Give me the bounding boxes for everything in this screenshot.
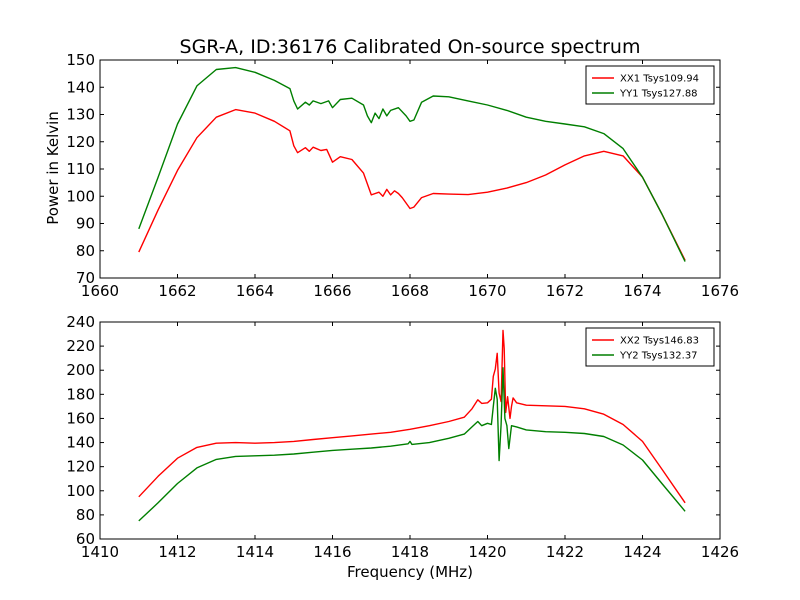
x-tick-label: 1666 [313, 282, 351, 300]
y-tick-label: 100 [66, 482, 95, 500]
x-tick-label: 1668 [391, 282, 429, 300]
x-tick-label: 1424 [623, 543, 661, 561]
y-tick-label: 80 [76, 506, 95, 524]
y-tick-label: 240 [66, 313, 95, 331]
y-tick-label: 150 [66, 51, 95, 69]
x-tick-label: 1664 [236, 282, 274, 300]
series-line-1 [138, 66, 686, 262]
series-line-0 [138, 108, 686, 261]
legend-label: YY2 Tsys132.37 [619, 351, 698, 362]
top-panel: 1660 1662 1664 1666 1668 1670 1672 1674 1676 70 80… [66, 51, 739, 300]
x-tick-label: 1416 [313, 543, 351, 561]
y-tick-label: 70 [76, 269, 95, 287]
y-tick-label: 120 [66, 133, 95, 151]
x-tick-label: 1426 [701, 543, 739, 561]
x-axis-label: Frequency (MHz) [347, 563, 473, 581]
x-tick-label: 1410 [81, 543, 119, 561]
legend: XX2 Tsys146.83 YY2 Tsys132.37 [585, 327, 715, 367]
y-tick-label: 220 [66, 337, 95, 355]
y-tick-label: 80 [76, 242, 95, 260]
y-tick-label: 120 [66, 458, 95, 476]
bottom-panel: 1410 1412 1414 1416 1418 1420 1422 1424 1426 60 80… [66, 313, 739, 561]
x-tick-label: 1670 [468, 282, 506, 300]
chart-title: SGR-A, ID:36176 Calibrated On-source spe… [180, 36, 641, 58]
y-axis-label: Power in Kelvin [44, 111, 62, 225]
x-tick-label: 1420 [468, 543, 506, 561]
x-tick-label: 1660 [81, 282, 119, 300]
x-tick-label: 1418 [391, 543, 429, 561]
legend-label: XX2 Tsys146.83 [620, 336, 699, 347]
y-tick-label: 160 [66, 409, 95, 427]
series-line-0 [138, 329, 686, 504]
x-tick-label: 1422 [546, 543, 584, 561]
y-tick-label: 200 [66, 361, 95, 379]
legend-label: YY1 Tsys127.88 [619, 89, 698, 100]
x-tick-label: 1414 [236, 543, 274, 561]
y-tick-label: 90 [76, 215, 95, 233]
y-tick-label: 180 [66, 385, 95, 403]
y-tick-label: 110 [66, 160, 95, 178]
y-tick-label: 130 [66, 106, 95, 124]
x-tick-label: 1674 [623, 282, 661, 300]
x-tick-label: 1412 [158, 543, 196, 561]
y-tick-label: 100 [66, 187, 95, 205]
y-tick-label: 140 [66, 434, 95, 452]
x-tick-label: 1662 [158, 282, 196, 300]
x-tick-label: 1676 [701, 282, 739, 300]
legend: XX1 Tsys109.94 YY1 Tsys127.88 [585, 65, 715, 105]
legend-label: XX1 Tsys109.94 [620, 74, 699, 85]
series-line-1 [138, 367, 686, 522]
legend-box [585, 65, 715, 105]
x-tick-label: 1672 [546, 282, 584, 300]
y-tick-label: 140 [66, 78, 95, 96]
y-tick-label: 60 [76, 530, 95, 548]
legend-box [585, 327, 715, 367]
